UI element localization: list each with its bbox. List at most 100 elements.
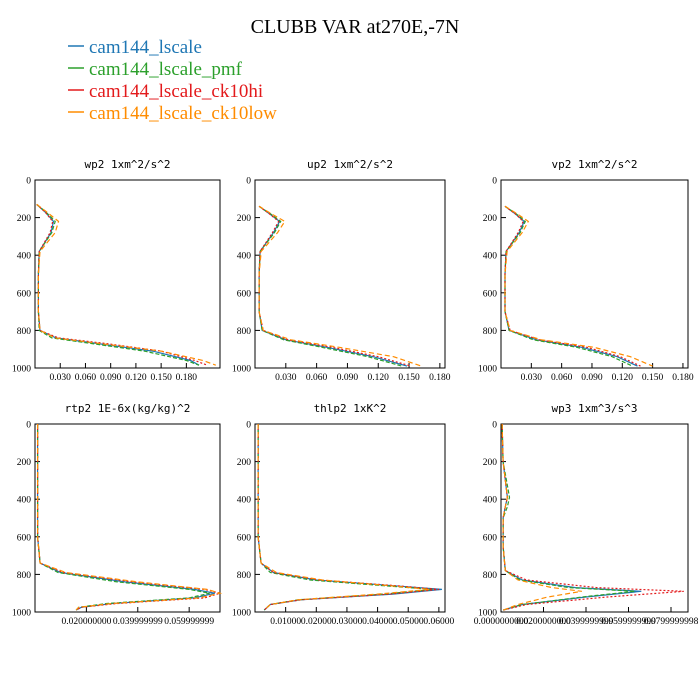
legend-entry: cam144_lscale_pmf (68, 59, 243, 80)
y-tick-label: 1000 (478, 365, 497, 375)
x-tick-label: 0.090 (337, 373, 359, 383)
x-tick-label: 0.04000 (362, 617, 393, 627)
y-tick-label: 1000 (12, 365, 31, 375)
x-tick-label: 0.150 (150, 373, 172, 383)
y-tick-label: 200 (237, 214, 252, 224)
legend-label: cam144_lscale_ck10low (89, 103, 277, 124)
series-line (36, 203, 217, 366)
y-tick-label: 0 (26, 177, 31, 187)
y-tick-label: 800 (237, 327, 252, 337)
x-tick-label: 0.090 (100, 373, 122, 383)
x-tick-label: 0.030 (275, 373, 297, 383)
series-line (501, 423, 582, 611)
x-tick-label: 0.020000000 (61, 617, 111, 627)
plot-frame (500, 423, 689, 613)
series-line (258, 205, 412, 367)
y-tick-label: 0 (246, 177, 251, 187)
y-tick-label: 600 (17, 289, 32, 299)
plot-frame (500, 179, 689, 369)
series-line (258, 205, 422, 367)
y-tick-label: 200 (237, 458, 252, 468)
x-tick-label: 0.060 (551, 373, 573, 383)
panel-title: up2 1xm^2/s^2 (307, 158, 393, 171)
series-line (504, 205, 633, 367)
chart-panel: rtp2 1E-6x(kg/kg)^2 0 200 400 600 800 1000 0.02… (12, 402, 223, 627)
y-tick-label: 400 (483, 496, 498, 506)
series-line (258, 205, 408, 367)
y-tick-label: 400 (17, 496, 32, 506)
panel-title: thlp2 1xK^2 (314, 402, 387, 415)
plot-frame (34, 179, 221, 369)
series-line (501, 423, 684, 611)
x-tick-label: 0.180 (672, 373, 694, 383)
panel-title: wp3 1xm^3/s^3 (551, 402, 637, 415)
series-line (36, 203, 200, 366)
y-tick-label: 200 (483, 458, 498, 468)
x-tick-label: 0.090 (581, 373, 603, 383)
series-line (36, 424, 223, 611)
legend-entry: cam144_lscale_ck10hi (68, 81, 263, 102)
panel-title: wp2 1xm^2/s^2 (84, 158, 170, 171)
plot-frame (254, 179, 446, 369)
y-tick-label: 600 (17, 533, 32, 543)
panel-title: rtp2 1E-6x(kg/kg)^2 (65, 402, 191, 415)
x-tick-label: 0.06000 (423, 617, 454, 627)
y-tick-label: 800 (483, 327, 498, 337)
x-tick-label: 0.150 (642, 373, 664, 383)
plot-frame (254, 423, 446, 613)
y-tick-label: 0 (246, 421, 251, 431)
x-tick-label: 0.0399999999 (559, 617, 614, 627)
x-tick-label: 0.180 (176, 373, 198, 383)
x-tick-label: 0.0000000000 (474, 617, 529, 627)
y-tick-label: 800 (483, 571, 498, 581)
y-tick-label: 800 (237, 571, 252, 581)
x-tick-label: 0.01000 (270, 617, 301, 627)
y-tick-label: 1000 (12, 609, 31, 619)
legend-label: cam144_lscale (89, 37, 202, 58)
series-line (504, 205, 653, 367)
y-tick-label: 200 (483, 214, 498, 224)
y-tick-label: 600 (483, 533, 498, 543)
y-tick-label: 1000 (232, 365, 251, 375)
x-tick-label: 0.060 (306, 373, 328, 383)
legend-label: cam144_lscale_ck10hi (89, 81, 263, 102)
y-tick-label: 200 (17, 214, 32, 224)
series-line (257, 424, 433, 611)
y-tick-label: 600 (483, 289, 498, 299)
y-tick-label: 400 (17, 252, 32, 262)
y-tick-label: 400 (237, 496, 252, 506)
chart-panel: thlp2 1xK^2 0 200 400 600 800 1000 0.01000 0.020… (232, 402, 455, 627)
y-tick-label: 800 (17, 327, 32, 337)
legend-entry: cam144_lscale_ck10low (68, 103, 277, 124)
series-line (36, 424, 210, 611)
y-tick-label: 800 (17, 571, 32, 581)
series-line (36, 203, 200, 366)
series-line (504, 205, 641, 367)
x-tick-label: 0.02000 (301, 617, 332, 627)
x-tick-label: 0.120 (125, 373, 147, 383)
x-tick-label: 0.150 (398, 373, 420, 383)
x-tick-label: 0.05000 (393, 617, 424, 627)
y-tick-label: 1000 (478, 609, 497, 619)
x-tick-label: 0.0799999998 (644, 617, 699, 627)
series-line (36, 203, 208, 366)
legend: cam144_lscale cam144_lscale_pmf cam144_l… (68, 37, 277, 124)
series-line (258, 205, 403, 367)
x-tick-label: 0.030 (521, 373, 543, 383)
series-line (36, 424, 216, 611)
series-line (504, 205, 638, 367)
x-tick-label: 0.039999999 (113, 617, 163, 627)
x-tick-label: 0.180 (429, 373, 451, 383)
y-tick-label: 0 (492, 177, 497, 187)
panels: wp2 1xm^2/s^2 0 200 400 600 800 1000 0.030 0.060… (12, 158, 699, 627)
legend-label: cam144_lscale_pmf (89, 59, 243, 80)
chart-panel: up2 1xm^2/s^2 0 200 400 600 800 1000 0.030 0.060… (232, 158, 451, 383)
x-tick-label: 0.03000 (331, 617, 362, 627)
y-tick-label: 1000 (232, 609, 251, 619)
y-tick-label: 0 (26, 421, 31, 431)
x-tick-label: 0.060 (75, 373, 97, 383)
figure-title: CLUBB VAR at270E,-7N (251, 16, 460, 38)
plot-frame (34, 423, 221, 613)
series-line (36, 424, 223, 611)
